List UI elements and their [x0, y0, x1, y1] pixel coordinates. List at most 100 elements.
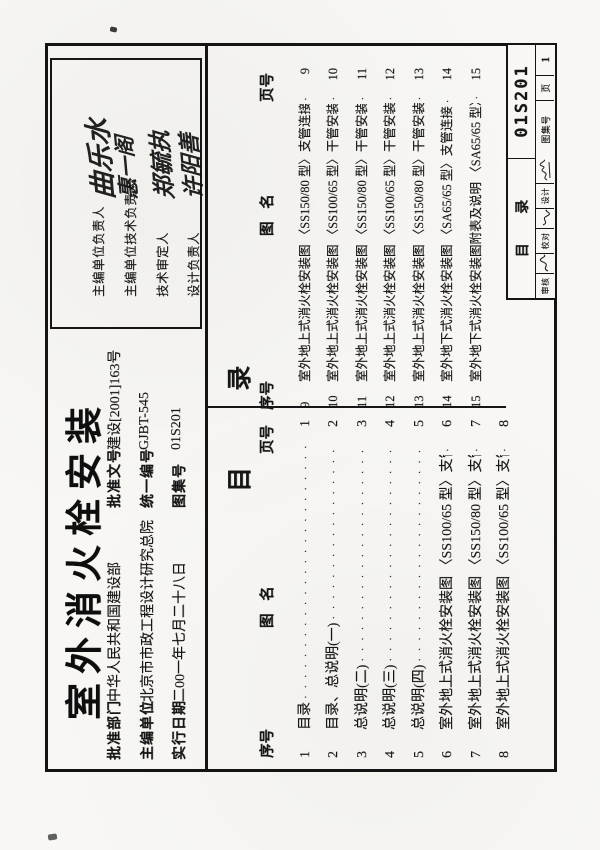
signature: 惠一阁 [112, 135, 142, 200]
row-name: 室外地上式消火栓安装图 〈SS100/65 型〉干管安装 (Ⅱ) [383, 103, 397, 382]
row-page: 2 [326, 420, 341, 427]
row-name: 室外地下式消火栓安装图 〈SA65/65 型〉支管连接 [440, 106, 454, 382]
toc-header-name-left: 图 名 [260, 586, 276, 628]
toc-row: 14 室外地下式消火栓安装图 〈SA65/65 型〉支管连接 14 [436, 68, 456, 408]
proof-label: 校对 [536, 228, 554, 253]
dot-leader [469, 93, 484, 100]
row-no: 6 [440, 751, 455, 758]
design-signature-scribble [536, 158, 554, 183]
row-page: 10 [326, 68, 340, 81]
design-label: 设计 [536, 183, 554, 208]
dot-leader [383, 445, 399, 662]
dot-leader [326, 93, 341, 101]
row-name: 室外地上式消火栓安装图 〈SS150/80 型〉干管安装 (Ⅱ) [412, 103, 426, 382]
toc-row: 3 总说明(二) 3 [351, 420, 371, 758]
dot-leader [497, 445, 513, 452]
signature: 许阳善 [176, 132, 207, 200]
chief-editor-unit-value: 北京市市政工程设计研究总院 [141, 520, 156, 702]
approval-doc-no-label: 批准文号 [108, 448, 123, 508]
tech-approver-label: 技术审定人 [156, 231, 170, 297]
atlas-no-value: 01S201 [169, 407, 184, 450]
toc-row: 8 室外地上式消火栓安装图 〈SS100/65 型〉支管连接 8 [493, 420, 513, 758]
row-no: 8 [497, 751, 512, 758]
row-name: 室外地上式消火栓安装图 〈SS100/65 型〉支管连接 [440, 455, 455, 730]
title-block-sheet-name: 目 录 [508, 158, 536, 298]
proof-signature-scribble [536, 208, 554, 228]
approval-dept-value: 中华人民共和国建设部 [108, 562, 123, 702]
row-page: 13 [412, 68, 426, 81]
unified-no-label: 统一编号 [141, 448, 156, 508]
toc-row: 12 室外地上式消火栓安装图 〈SS100/65 型〉干管安装 (Ⅱ) 12 [379, 68, 399, 408]
review-signature-scribble [536, 253, 554, 273]
scan-artifact [47, 833, 58, 841]
toc-row: 13 室外地上式消火栓安装图 〈SS150/80 型〉干管安装 (Ⅱ) 13 [408, 68, 428, 408]
design-responsible-label: 设计负责人 [187, 231, 201, 297]
dot-leader [326, 445, 342, 620]
row-page: 11 [355, 68, 369, 81]
toc-row: 9 室外地上式消火栓安装图 〈SS150/80 型〉支管连接 9 [294, 68, 314, 408]
row-no: 13 [412, 395, 426, 409]
toc-row: 11 室外地上式消火栓安装图 〈SS150/80 型〉干管安装 (Ⅰ) 11 [351, 68, 371, 408]
toc-row: 7 室外地上式消火栓安装图 〈SS150/80 型〉支管连接 7 [465, 420, 485, 758]
row-page: 4 [383, 420, 398, 427]
row-name: 室外地上式消火栓安装图 〈SS100/65 型〉支管连接 [497, 455, 512, 730]
row-name: 室外地上式消火栓安装图 〈SS100/65 型〉干管安装 (Ⅰ) [326, 103, 340, 382]
row-name: 目录 [298, 702, 313, 730]
row-no: 11 [355, 395, 369, 408]
dot-leader [298, 445, 314, 699]
row-page: 15 [469, 68, 483, 81]
chief-responsible-label: 主编单位负责人 [92, 205, 106, 297]
title-block-signature-strip: 审核 校对 设计 [536, 158, 554, 298]
row-name: 室外地下式消火栓安装图附表及说明 〈SA65/65 型〉支管连接 [469, 102, 483, 382]
signature-row: 技术审定人 郑毓执 [147, 60, 178, 327]
signature-row: 主编单位技术负责人 惠一阁 [112, 60, 142, 327]
row-name: 总说明(三) [383, 664, 398, 730]
title-block: 目 录 审核 校对 设计 01S201 图集号 页 1 [506, 43, 557, 300]
approval-dept-label: 批准部门 [108, 700, 123, 760]
row-no: 3 [355, 751, 370, 758]
toc-header-page-left: 页号 [260, 425, 276, 454]
toc-row: 10 室外地上式消火栓安装图 〈SS100/65 型〉干管安装 (Ⅰ) 10 [322, 68, 342, 408]
approval-doc-no-value: 建设[2001]163号 [108, 349, 123, 450]
row-page: 14 [440, 68, 454, 81]
dot-leader [355, 93, 370, 101]
row-page: 7 [469, 420, 484, 427]
dot-leader [412, 93, 427, 100]
row-no: 5 [412, 751, 427, 758]
title-block-atlas-no: 01S201 [508, 44, 536, 158]
effective-date-label: 实行日期 [173, 700, 188, 760]
row-name: 室外地上式消火栓安装图 〈SS150/80 型〉干管安装 (Ⅰ) [355, 103, 369, 382]
row-page: 9 [298, 68, 312, 75]
toc-row: 5 总说明(四) 5 [408, 420, 428, 758]
atlas-no-label: 图集号 [173, 463, 188, 508]
row-page: 8 [497, 420, 512, 427]
row-no: 2 [326, 751, 341, 758]
row-name: 室外地上式消火栓安装图 〈SS150/80 型〉支管连接 [298, 103, 312, 382]
page-number: 1 [537, 56, 552, 63]
row-name: 目录、总说明(一) [326, 622, 341, 730]
toc-title: 目 录 [227, 365, 254, 492]
row-no: 9 [298, 401, 312, 408]
dot-leader [355, 445, 371, 662]
signature-row: 设计负责人 许阳善 [176, 60, 207, 327]
toc-header-no-left: 序号 [260, 729, 276, 758]
row-no: 14 [440, 395, 454, 409]
row-no: 7 [469, 751, 484, 758]
toc-row: 4 总说明(三) 4 [379, 420, 399, 758]
row-page: 12 [383, 68, 397, 81]
dot-leader [412, 445, 428, 662]
page-label: 页 [536, 75, 554, 100]
row-page: 1 [298, 420, 313, 427]
toc-row: 15 室外地下式消火栓安装图附表及说明 〈SA65/65 型〉支管连接 15 [465, 68, 485, 408]
document-title: 室外消火栓安装 [64, 398, 105, 720]
row-no: 12 [383, 395, 397, 409]
unified-no-value: GJBT-545 [137, 392, 152, 450]
title-block-bottom-row: 图集号 页 1 [536, 44, 554, 158]
dot-leader [383, 93, 398, 100]
row-name: 室外地上式消火栓安装图 〈SS150/80 型〉支管连接 [469, 455, 484, 730]
row-name: 总说明(二) [355, 664, 370, 730]
signature-box: 主编单位负责人 曲乐水 主编单位技术负责人 惠一阁 技术审定人 郑毓执 设计负责… [50, 58, 207, 329]
toc-row: 2 目录、总说明(一) 2 [322, 420, 342, 758]
